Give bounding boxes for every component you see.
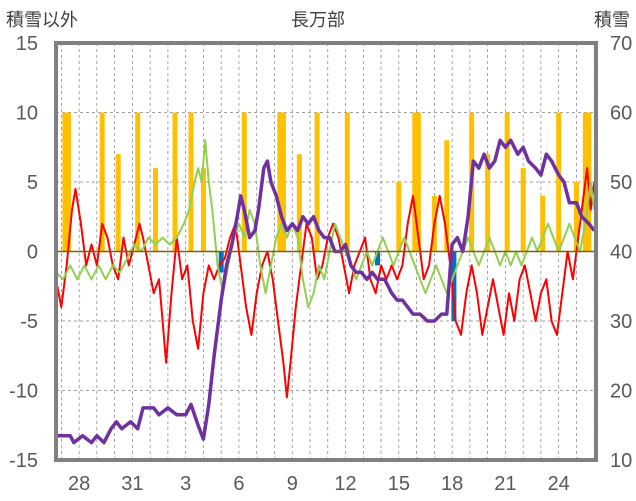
- y-left-axis-label: 積雪以外: [6, 10, 78, 31]
- precip-bar: [314, 112, 320, 252]
- series-line-snow_depth: [56, 138, 596, 445]
- precip-bar: [344, 112, 350, 252]
- precip-bar: [200, 168, 206, 252]
- precip-bar: [520, 168, 526, 252]
- y-left-tick-label: -10: [9, 381, 38, 403]
- y-right-tick-label: 20: [610, 381, 632, 403]
- series-lines: [55, 138, 596, 445]
- precip-bar: [485, 154, 491, 252]
- series-line-wind: [55, 139, 596, 309]
- chart-title: 長万部: [291, 10, 345, 31]
- precip-bar: [415, 112, 421, 252]
- series-line-temperature: [55, 167, 596, 399]
- precip-bar: [188, 112, 194, 252]
- x-tick-label: 15: [388, 473, 410, 495]
- y-left-tick-label: 15: [16, 33, 38, 55]
- precip-bar: [115, 154, 121, 252]
- x-tick-label: 6: [233, 473, 244, 495]
- precip-bar: [135, 112, 141, 252]
- y-right-tick-label: 30: [610, 311, 632, 333]
- precip-bar: [540, 195, 546, 252]
- precip-bar: [241, 112, 247, 252]
- y-right-tick-label: 60: [610, 103, 632, 125]
- y-right-tick-label: 70: [610, 33, 632, 55]
- x-tick-label: 9: [287, 473, 298, 495]
- x-tick-label: 28: [68, 473, 90, 495]
- precip-bar: [62, 112, 68, 252]
- precip-bar: [99, 112, 105, 252]
- precip-bar: [504, 112, 510, 252]
- y-right-axis-label: 積雪: [594, 10, 630, 31]
- y-left-tick-label: 0: [27, 242, 38, 264]
- y-right-tick-label: 50: [610, 172, 632, 194]
- precip-bar: [172, 112, 178, 252]
- precip-bar: [444, 140, 450, 252]
- y-left-tick-label: -5: [20, 311, 38, 333]
- x-tick-labels: 28 31 3 6 9 12 15 18 21 24: [68, 473, 570, 495]
- precip-bar: [296, 154, 302, 252]
- precip-bar: [277, 112, 283, 252]
- precip-bar: [556, 112, 562, 252]
- precip-bar: [451, 251, 457, 321]
- precip-bar: [280, 112, 286, 252]
- y-left-tick-label: 10: [16, 103, 38, 125]
- y-right-tick-labels: 70 60 50 40 30 20 10: [610, 33, 632, 472]
- y-right-tick-label: 40: [610, 242, 632, 264]
- x-tick-label: 18: [441, 473, 463, 495]
- precip-bar: [152, 168, 158, 252]
- precip-bar: [412, 112, 418, 252]
- precip-bar: [396, 182, 402, 252]
- x-tick-label: 24: [548, 473, 570, 495]
- x-tick-label: 21: [494, 473, 516, 495]
- precip-bar: [65, 112, 71, 252]
- x-tick-label: 12: [334, 473, 356, 495]
- y-left-tick-labels: 15 10 5 0 -5 -10 -15: [9, 33, 38, 472]
- x-tick-label: 31: [121, 473, 143, 495]
- y-left-tick-label: 5: [27, 172, 38, 194]
- precip-bar: [375, 251, 381, 266]
- x-tick-label: 3: [180, 473, 191, 495]
- plot-frame: [54, 41, 598, 462]
- y-right-tick-label: 10: [610, 450, 632, 472]
- y-left-tick-label: -15: [9, 450, 38, 472]
- precip-bar: [573, 182, 579, 252]
